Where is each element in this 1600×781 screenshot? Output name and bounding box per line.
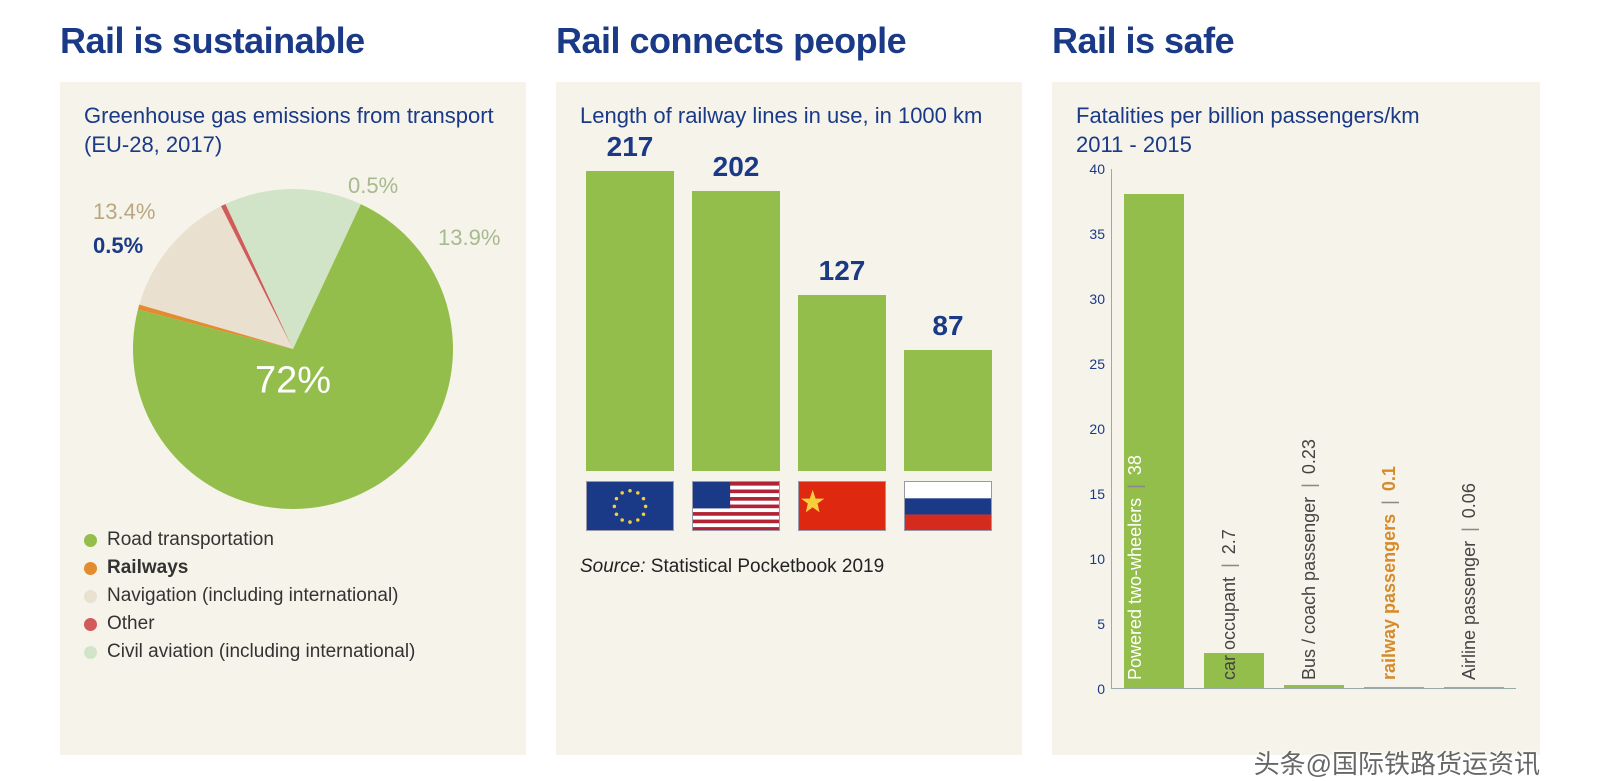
panel3-subtitle: Fatalities per billion passengers/km2011… <box>1076 102 1516 159</box>
fatal-bar-label: car occupant | 2.7 <box>1219 529 1240 680</box>
legend-dot <box>84 590 97 603</box>
fatal-bar-column: Bus / coach passenger | 0.23 <box>1284 169 1344 688</box>
fatal-bar-label: Bus / coach passenger | 0.23 <box>1299 439 1320 680</box>
y-tick: 35 <box>1089 226 1105 242</box>
bar-value-label: 202 <box>713 151 760 183</box>
y-tick: 25 <box>1089 356 1105 372</box>
panel2-title: Rail connects people <box>556 20 1022 62</box>
fatal-bar-rect <box>1444 687 1504 688</box>
bar-column: 127 <box>798 255 886 531</box>
y-tick: 0 <box>1097 681 1105 697</box>
panel3-title: Rail is safe <box>1052 20 1540 62</box>
flag-cn-icon <box>798 481 886 531</box>
fatal-bar-column: Powered two-wheelers | 38 <box>1124 169 1184 688</box>
pie-label-other: 0.5% <box>348 173 398 199</box>
fatalities-plot: Powered two-wheelers | 38 car occupant | … <box>1112 169 1516 689</box>
panel-connects: Rail connects people Length of railway l… <box>556 20 1022 755</box>
fatal-bar-column: car occupant | 2.7 <box>1204 169 1264 688</box>
pie-label-civil: 13.9% <box>438 225 500 251</box>
panel2-subtitle: Length of railway lines in use, in 1000 … <box>580 102 998 131</box>
y-tick: 15 <box>1089 486 1105 502</box>
bar-value-label: 87 <box>932 310 963 342</box>
bar-column: 202 <box>692 151 780 530</box>
fatal-bar-label: Powered two-wheelers | 38 <box>1125 455 1146 680</box>
panel1-title: Rail is sustainable <box>60 20 526 62</box>
legend-label: Navigation (including international) <box>107 585 399 607</box>
panel-sustainable: Rail is sustainable Greenhouse gas emiss… <box>60 20 526 755</box>
bar-column: 87 <box>904 310 992 530</box>
source-line: Source: Statistical Pocketbook 2019 <box>580 556 998 578</box>
bar-chart-railway-length: 21720212787 <box>580 161 998 531</box>
legend-row: Navigation (including international) <box>84 585 502 607</box>
legend-label: Railways <box>107 557 188 579</box>
bar-column: 217 <box>586 131 674 531</box>
panel-safe: Rail is safe Fatalities per billion pass… <box>1052 20 1540 755</box>
legend-dot <box>84 534 97 547</box>
source-prefix: Source: <box>580 556 645 577</box>
fatal-bar-rect <box>1364 687 1424 688</box>
fatal-bar-column: Airline passenger | 0.06 <box>1444 169 1504 688</box>
panel2-body: Length of railway lines in use, in 1000 … <box>556 82 1022 755</box>
flag-eu-icon <box>586 481 674 531</box>
bar-value-label: 127 <box>819 255 866 287</box>
bar-rect <box>586 171 674 471</box>
y-tick: 10 <box>1089 551 1105 567</box>
legend-label: Other <box>107 613 155 635</box>
panel1-body: Greenhouse gas emissions from transport … <box>60 82 526 755</box>
flag-us-icon <box>692 481 780 531</box>
bar-value-label: 217 <box>607 131 654 163</box>
pie-label-railways: 0.5% <box>93 233 143 259</box>
pie-label-navigation: 13.4% <box>93 199 155 225</box>
fatal-bar-rect <box>1284 685 1344 688</box>
pie-chart: 72% 13.4% 0.5% 0.5% 13.9% <box>133 189 453 509</box>
pie-svg <box>133 189 453 509</box>
fatal-bar-column: railway passengers | 0.1 <box>1364 169 1424 688</box>
legend-label: Civil aviation (including international) <box>107 641 415 663</box>
bar-rect <box>692 191 780 470</box>
legend-row: Road transportation <box>84 529 502 551</box>
y-tick: 30 <box>1089 291 1105 307</box>
panel1-subtitle: Greenhouse gas emissions from transport … <box>84 102 502 159</box>
legend-dot <box>84 618 97 631</box>
y-axis: 0510152025303540 <box>1076 169 1112 689</box>
bar-rect <box>798 295 886 471</box>
pie-center-label: 72% <box>255 360 331 403</box>
legend-row: Railways <box>84 557 502 579</box>
y-tick: 20 <box>1089 421 1105 437</box>
pie-legend: Road transportation Railways Navigation (i… <box>84 529 502 663</box>
fatal-bar-label: Airline passenger | 0.06 <box>1459 483 1480 680</box>
flag-ru-icon <box>904 481 992 531</box>
bar-rect <box>904 350 992 470</box>
y-tick: 40 <box>1089 161 1105 177</box>
fatalities-chart: 0510152025303540 Powered two-wheelers | … <box>1076 169 1516 689</box>
fatal-bar-label: railway passengers | 0.1 <box>1379 466 1400 680</box>
legend-dot <box>84 562 97 575</box>
panel3-body: Fatalities per billion passengers/km2011… <box>1052 82 1540 755</box>
source-text: Statistical Pocketbook 2019 <box>651 556 884 577</box>
legend-dot <box>84 646 97 659</box>
legend-row: Civil aviation (including international) <box>84 641 502 663</box>
legend-row: Other <box>84 613 502 635</box>
y-tick: 5 <box>1097 616 1105 632</box>
legend-label: Road transportation <box>107 529 274 551</box>
